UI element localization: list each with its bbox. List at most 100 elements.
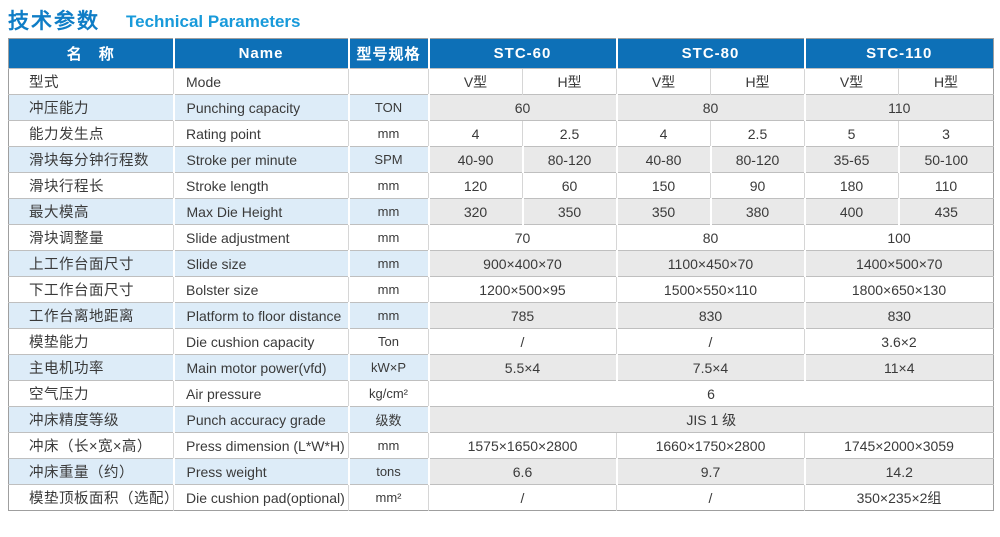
- param-name-zh: 冲床（长×宽×高）: [8, 432, 174, 459]
- table-row: 下工作台面尺寸 Bolster size mm 1200×500×95 1500×550…: [8, 276, 994, 303]
- header-name-en: Name: [172, 38, 349, 69]
- param-unit: mm: [347, 250, 429, 277]
- param-value: 50-100: [897, 146, 994, 173]
- param-value: 110: [803, 94, 994, 121]
- param-value: 80: [616, 224, 805, 251]
- param-unit: 级数: [347, 406, 429, 433]
- param-name-zh: 主电机功率: [8, 354, 174, 381]
- param-name-en: Platform to floor distance: [172, 302, 349, 329]
- page-title-english: Technical Parameters: [126, 11, 301, 31]
- param-value: 7.5×4: [615, 354, 805, 381]
- param-name-zh: 空气压力: [8, 380, 174, 407]
- param-name-en: Max Die Height: [172, 198, 349, 225]
- param-value: 90: [710, 172, 805, 199]
- table-row: 模垫能力 Die cushion capacity Ton //3.6×2: [8, 328, 994, 355]
- param-value: /: [428, 328, 617, 355]
- param-unit: mm: [348, 276, 429, 303]
- param-value: 150: [616, 172, 711, 199]
- param-value: H型: [522, 68, 617, 95]
- header-spec-column: 型号规格: [347, 38, 429, 69]
- param-unit: TON: [347, 94, 429, 121]
- page-title: 技术参数 Technical Parameters: [8, 3, 993, 33]
- param-unit: [348, 68, 429, 95]
- param-unit: mm²: [348, 484, 429, 511]
- param-unit: Ton: [348, 328, 429, 355]
- param-value: 5: [804, 120, 899, 147]
- page-title-chinese: 技术参数: [8, 9, 100, 33]
- param-value: /: [616, 328, 805, 355]
- param-value: V型: [428, 68, 523, 95]
- param-name-en: Air pressure: [173, 380, 349, 407]
- table-row: 上工作台面尺寸 Slide size mm 900×400×70 1100×450×70…: [8, 250, 994, 277]
- param-name-zh: 冲床重量（约）: [8, 458, 174, 485]
- param-name-zh: 滑块每分钟行程数: [8, 146, 174, 173]
- param-value: 100: [803, 224, 994, 251]
- param-name-en: Mode: [173, 68, 349, 95]
- param-value: 320: [427, 198, 523, 225]
- param-value: 40-90: [427, 146, 523, 173]
- param-unit: mm: [347, 302, 429, 329]
- param-value: 1500×550×110: [616, 276, 805, 303]
- table-row: 最大模高 Max Die Height mm 320 350 350 380 400 435: [8, 198, 994, 225]
- table-row: 工作台离地距离 Platform to floor distance mm 785 83…: [8, 302, 994, 329]
- table-row: 冲床精度等级 Punch accuracy grade 级数 JIS 1 级: [8, 406, 994, 433]
- param-name-en: Punching capacity: [172, 94, 349, 121]
- param-value: H型: [710, 68, 805, 95]
- param-unit: mm: [348, 120, 429, 147]
- param-unit: SPM: [347, 146, 429, 173]
- param-value: 6.6: [427, 458, 617, 485]
- param-name-zh: 下工作台面尺寸: [8, 276, 174, 303]
- technical-parameters-table: 名 称 Name 型号规格 STC-60 STC-80 STC-110 型式 Mo…: [8, 38, 995, 511]
- param-value: 785: [427, 302, 617, 329]
- param-value: 2.5: [710, 120, 805, 147]
- table-row: 主电机功率 Main motor power(vfd) kW×P 5.5×4 7.5×4…: [8, 354, 994, 381]
- header-model-stc-60: STC-60: [427, 38, 617, 69]
- param-name-en: Main motor power(vfd): [172, 354, 349, 381]
- param-name-en: Stroke length: [173, 172, 349, 199]
- param-value: 110: [897, 172, 994, 199]
- param-value: 1660×1750×2800: [616, 432, 805, 459]
- param-value: JIS 1 级: [427, 406, 994, 433]
- table-row: 型式 Mode V型 H型 V型 H型 V型 H型: [8, 68, 994, 95]
- param-name-en: Stroke per minute: [172, 146, 349, 173]
- param-name-zh: 滑块行程长: [8, 172, 174, 199]
- header-model-stc-80: STC-80: [615, 38, 805, 69]
- param-name-en: Slide size: [172, 250, 349, 277]
- param-unit: kg/cm²: [348, 380, 429, 407]
- table-row: 模垫顶板面积（选配） Die cushion pad(optional) mm² / /…: [8, 484, 994, 511]
- param-value: 4: [616, 120, 711, 147]
- param-value: 1200×500×95: [428, 276, 617, 303]
- param-value: 80: [615, 94, 805, 121]
- param-value: 350: [615, 198, 711, 225]
- table-body: 型式 Mode V型 H型 V型 H型 V型 H型 冲压能力 Punching capacity T…: [8, 68, 994, 511]
- param-name-en: Press dimension (L*W*H): [173, 432, 349, 459]
- table-row: 能力发生点 Rating point mm 4 2.5 4 2.5 5 3: [8, 120, 994, 147]
- param-value: 80-120: [521, 146, 617, 173]
- param-name-en: Slide adjustment: [173, 224, 349, 251]
- param-value: 1575×1650×2800: [428, 432, 617, 459]
- param-name-zh: 模垫能力: [8, 328, 174, 355]
- table-row: 冲床（长×宽×高） Press dimension (L*W*H) mm 1575×1…: [8, 432, 994, 459]
- table-header: 名 称 Name 型号规格 STC-60 STC-80 STC-110: [8, 38, 994, 69]
- param-name-en: Press weight: [172, 458, 349, 485]
- table-header-row: 名 称 Name 型号规格 STC-60 STC-80 STC-110: [8, 38, 994, 69]
- param-value: 6: [427, 380, 994, 407]
- param-unit: mm: [348, 432, 429, 459]
- param-value: V型: [804, 68, 899, 95]
- spec-sheet-page: 技术参数 Technical Parameters 名 称 Name 型号规格 …: [8, 3, 995, 511]
- header-name-zh: 名 称: [8, 38, 174, 69]
- table-row: 滑块每分钟行程数 Stroke per minute SPM 40-90 80-120 4…: [8, 146, 994, 173]
- param-name-zh: 冲压能力: [8, 94, 174, 121]
- table-row: 冲床重量（约） Press weight tons 6.6 9.7 14.2: [8, 458, 994, 485]
- param-name-zh: 模垫顶板面积（选配）: [8, 484, 174, 511]
- param-value: H型: [897, 68, 994, 95]
- param-value: V型: [616, 68, 711, 95]
- param-unit: mm: [347, 198, 429, 225]
- param-name-en: Die cushion capacity: [173, 328, 349, 355]
- param-value: 380: [709, 198, 805, 225]
- param-name-zh: 型式: [8, 68, 174, 95]
- param-value: 5.5×4: [427, 354, 617, 381]
- param-unit: tons: [347, 458, 429, 485]
- param-value: 2.5: [522, 120, 617, 147]
- param-value: 35-65: [803, 146, 899, 173]
